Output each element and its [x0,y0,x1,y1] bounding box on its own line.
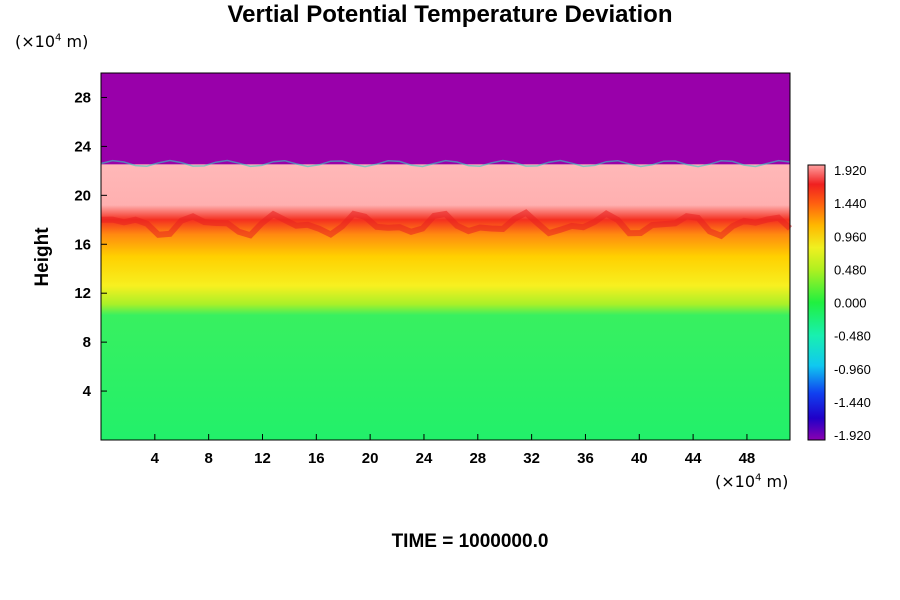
colorbar-tick-label: -1.920 [834,428,871,443]
x-tick-label: 20 [362,450,379,467]
x-tick-label: 4 [151,450,160,467]
x-tick-label: 48 [739,450,756,467]
y-tick-label: 24 [74,138,91,155]
x-tick-label: 36 [577,450,594,467]
x-tick-label: 28 [469,450,486,467]
y-tick-label: 20 [74,187,91,204]
x-axis-ticks: 4 8 12 16 20 24 28 32 36 40 44 48 [151,434,756,467]
colorbar-tick-label: 0.000 [834,296,867,311]
y-tick-label: 12 [74,285,91,302]
y-axis-ticks: 4 8 12 16 20 24 28 [74,89,107,400]
x-axis-unit: (×104 m) [715,472,789,491]
y-tick-label: 8 [83,334,91,351]
colorbar-tick-label: 1.920 [834,163,867,178]
y-tick-label: 16 [74,236,91,253]
y-tick-label: 4 [83,383,92,400]
chart-title: Vertial Potential Temperature Deviation [227,1,673,28]
x-tick-label: 16 [308,450,325,467]
colorbar-tick-label: 0.960 [834,229,867,244]
plot-area [100,72,793,441]
inversion-fringe [100,209,793,240]
x-tick-label: 40 [631,450,648,467]
colorbar-tick-label: 0.480 [834,262,867,277]
tropopause-line [100,159,791,168]
colorbar-scale [807,164,826,441]
time-label: TIME = 1000000.0 [391,531,549,552]
colorbar-tick-label: -0.480 [834,329,871,344]
temperature-field [101,73,790,440]
x-tick-label: 8 [204,450,212,467]
y-tick-label: 28 [74,89,91,106]
colorbar-tick-label: -0.960 [834,362,871,377]
colorbar: 1.920 1.440 0.960 0.480 0.000 -0.480 -0.960 -1.… [807,163,871,443]
colorbar-tick-label: 1.440 [834,196,867,211]
y-axis-unit: (×104 m) [15,32,89,51]
x-tick-label: 44 [685,450,702,467]
x-tick-label: 12 [254,450,271,467]
colorbar-tick-label: -1.440 [834,395,871,410]
x-tick-label: 32 [523,450,540,467]
x-tick-label: 24 [416,450,433,467]
plot-frame [100,72,791,441]
